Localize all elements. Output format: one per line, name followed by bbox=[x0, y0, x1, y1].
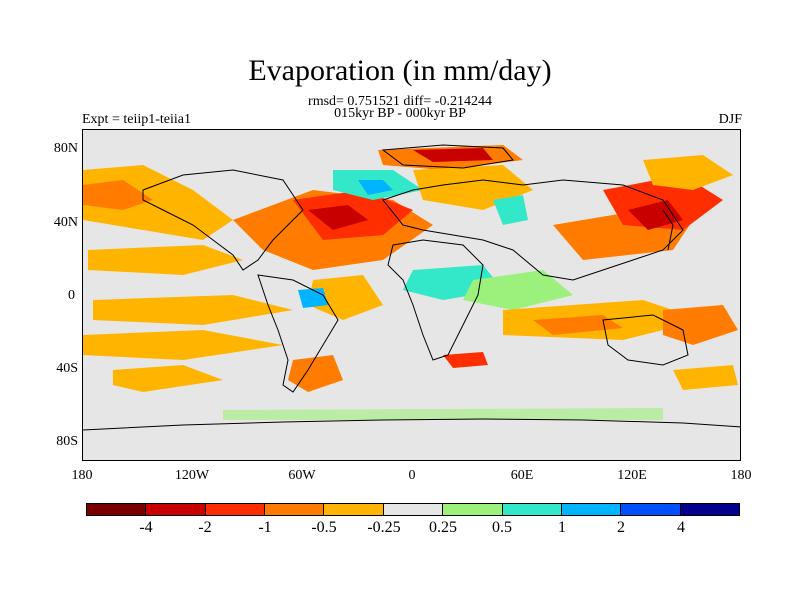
colorbar-swatch-4 bbox=[265, 504, 325, 515]
y-tick-0: 0 bbox=[68, 288, 75, 303]
colorbar-swatch-2 bbox=[146, 504, 206, 515]
colorbar bbox=[86, 503, 740, 516]
y-tick-80s: 80S bbox=[56, 434, 78, 449]
x-tick-60e: 60E bbox=[510, 468, 534, 483]
colorbar-label-4: -0.5 bbox=[311, 519, 337, 536]
colorbar-label-10: 4 bbox=[677, 519, 685, 536]
colorbar-swatch-6 bbox=[383, 504, 444, 515]
colorbar-label-5: -0.25 bbox=[367, 519, 401, 536]
colorbar-label-1: -4 bbox=[139, 519, 153, 536]
x-tick-180e: 180 bbox=[730, 468, 752, 483]
map-canvas bbox=[83, 144, 740, 431]
experiment-label: Expt = teiip1-teiia1 bbox=[82, 112, 191, 127]
x-tick-120e: 120E bbox=[617, 468, 647, 483]
y-tick-40s: 40S bbox=[56, 361, 78, 376]
x-tick-180w: 180 bbox=[71, 468, 93, 483]
colorbar-swatch-8 bbox=[502, 504, 562, 515]
colorbar-label-6: 0.25 bbox=[429, 519, 457, 536]
colorbar-swatch-11 bbox=[680, 504, 739, 515]
x-tick-120w: 120W bbox=[174, 468, 210, 483]
colorbar-label-3: -1 bbox=[258, 519, 272, 536]
y-tick-40n: 40N bbox=[53, 215, 78, 230]
colorbar-label-9: 2 bbox=[617, 519, 625, 536]
colorbar-swatch-7 bbox=[443, 504, 503, 515]
stats-line: rmsd= 0.751521 diff= -0.214244 bbox=[308, 94, 492, 109]
colorbar-label-8: 1 bbox=[558, 519, 566, 536]
colorbar-swatch-3 bbox=[205, 504, 266, 515]
colorbar-label-7: 0.5 bbox=[492, 519, 512, 536]
colorbar-swatch-9 bbox=[561, 504, 622, 515]
colorbar-swatch-10 bbox=[621, 504, 681, 515]
colorbar-swatch-5 bbox=[324, 504, 384, 515]
y-tick-80n: 80N bbox=[53, 141, 78, 156]
colorbar-swatch-1 bbox=[87, 504, 147, 515]
map-title: Evaporation (in mm/day) bbox=[248, 54, 552, 87]
colorbar-label-2: -2 bbox=[198, 519, 212, 536]
evaporation-map bbox=[82, 129, 741, 461]
x-tick-60w: 60W bbox=[288, 468, 316, 483]
period-line: 015kyr BP - 000kyr BP bbox=[334, 106, 466, 121]
anomaly-fields bbox=[83, 145, 738, 420]
x-tick-0: 0 bbox=[408, 468, 416, 483]
season-label: DJF bbox=[718, 112, 742, 127]
coastlines bbox=[83, 144, 740, 431]
